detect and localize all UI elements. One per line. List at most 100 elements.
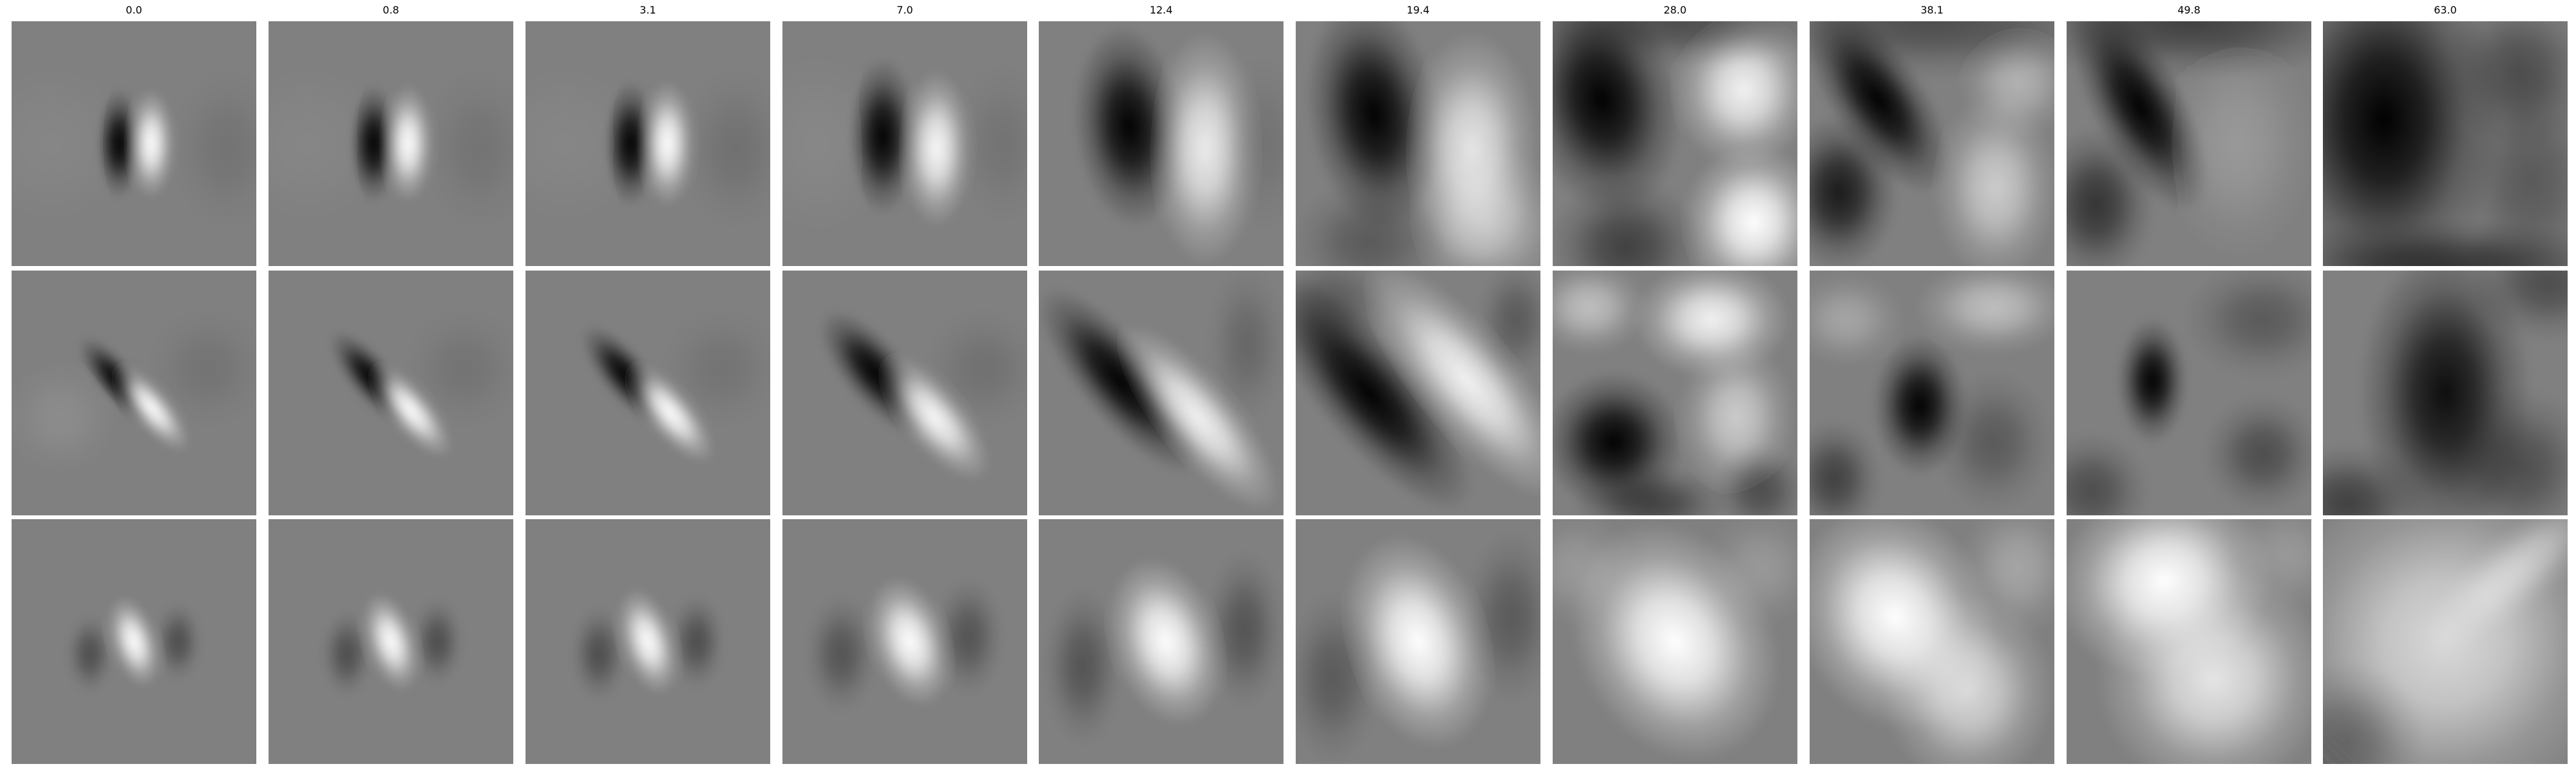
dark-blob <box>148 309 256 428</box>
filter-panel <box>2323 519 2568 764</box>
bright-blob <box>2159 26 2311 262</box>
bright-blob <box>782 46 895 242</box>
dark-blob <box>1477 271 1540 379</box>
dark-blob <box>1714 444 1797 515</box>
filter-panel <box>1039 21 1283 266</box>
dark-blob <box>2470 271 2568 342</box>
dark-blob <box>1572 464 1729 515</box>
dark-blob <box>2117 318 2188 444</box>
bright-blob <box>878 354 990 481</box>
column-title: 49.8 <box>2177 4 2201 16</box>
filter-panel <box>269 21 513 266</box>
filter-panel <box>526 21 770 266</box>
bright-blob <box>108 596 160 687</box>
bright-blob <box>128 88 175 199</box>
dark-blob <box>424 70 513 227</box>
dark-blob <box>933 578 1004 696</box>
filter-panel <box>782 519 1027 764</box>
dark-blob <box>1553 176 1705 266</box>
bright-blob <box>2096 560 2311 764</box>
filter-panel <box>269 271 513 515</box>
dark-blob <box>1296 178 1448 266</box>
dark-blob <box>2323 444 2426 515</box>
dark-blob <box>1810 419 1881 515</box>
column-title: 38.1 <box>1920 4 1944 16</box>
dark-blob <box>1464 531 1540 703</box>
dark-blob <box>154 602 202 681</box>
column-title: 0.0 <box>126 4 142 16</box>
filter-panel <box>1553 21 1797 266</box>
bright-blob <box>625 362 714 463</box>
dark-blob <box>1810 114 1898 266</box>
bright-blob <box>1683 144 1797 266</box>
dark-blob <box>681 70 770 227</box>
bright-blob <box>113 363 190 452</box>
filter-panel <box>1296 21 1540 266</box>
dark-blob <box>2203 395 2311 513</box>
dark-blob <box>2323 661 2426 764</box>
bright-blob <box>901 70 972 227</box>
dark-blob <box>2323 219 2568 266</box>
dark-blob <box>1296 271 1392 367</box>
bright-blob <box>369 363 452 457</box>
bright-blob <box>2425 519 2568 650</box>
dark-blob <box>924 309 1027 428</box>
filter-panel <box>1553 519 1797 764</box>
dark-blob <box>1296 592 1379 764</box>
bright-blob <box>1915 271 2054 354</box>
dark-blob <box>2184 271 2311 379</box>
filter-panel <box>269 519 513 764</box>
filter-panel <box>12 21 256 266</box>
filter-panel <box>1039 519 1283 764</box>
bright-blob <box>1810 272 1906 367</box>
filter-panel <box>526 271 770 515</box>
filter-panel <box>526 519 770 764</box>
dark-blob <box>669 595 724 689</box>
bright-blob <box>383 84 434 203</box>
dark-blob <box>1810 21 2054 81</box>
dark-blob <box>662 309 770 428</box>
dark-blob <box>571 607 627 701</box>
dark-blob <box>66 615 114 693</box>
dark-blob <box>1205 551 1283 708</box>
dark-blob <box>956 65 1027 222</box>
column-title: 28.0 <box>1663 4 1687 16</box>
bright-blob <box>269 57 394 230</box>
filter-panel <box>782 21 1027 266</box>
dark-blob <box>2067 21 2311 81</box>
bright-blob <box>362 592 420 691</box>
column-title: 63.0 <box>2434 4 2457 16</box>
bright-blob <box>867 577 952 707</box>
dark-blob <box>2067 432 2150 515</box>
bright-blob <box>1958 519 2054 639</box>
filter-panel <box>1810 519 2054 764</box>
dark-blob <box>2440 388 2568 515</box>
dark-blob <box>1934 371 2052 513</box>
column-title: 0.8 <box>383 4 399 16</box>
dark-blob <box>2067 126 2155 266</box>
filter-panel <box>2067 21 2311 266</box>
dark-blob <box>2440 21 2568 149</box>
dark-blob <box>412 598 463 685</box>
dark-blob <box>806 595 876 713</box>
filter-panel <box>12 519 256 764</box>
bright-blob <box>1108 557 1225 726</box>
bright-blob <box>617 588 679 695</box>
dark-blob <box>321 611 373 697</box>
bright-blob <box>1343 535 1493 749</box>
bright-blob <box>1701 519 1797 627</box>
filter-panel <box>1810 21 2054 266</box>
bright-blob <box>1553 271 1649 354</box>
dark-blob <box>405 309 513 428</box>
dark-blob <box>1208 271 1283 423</box>
dark-blob <box>1043 587 1122 745</box>
dark-blob <box>1553 21 1797 68</box>
filter-panel <box>1296 271 1540 515</box>
bright-blob <box>12 358 120 477</box>
bright-blob <box>639 81 695 207</box>
column-title: 19.4 <box>1406 4 1430 16</box>
filter-panel <box>2323 271 2568 515</box>
bright-blob <box>1116 324 1280 511</box>
filter-panel <box>1553 271 1797 515</box>
